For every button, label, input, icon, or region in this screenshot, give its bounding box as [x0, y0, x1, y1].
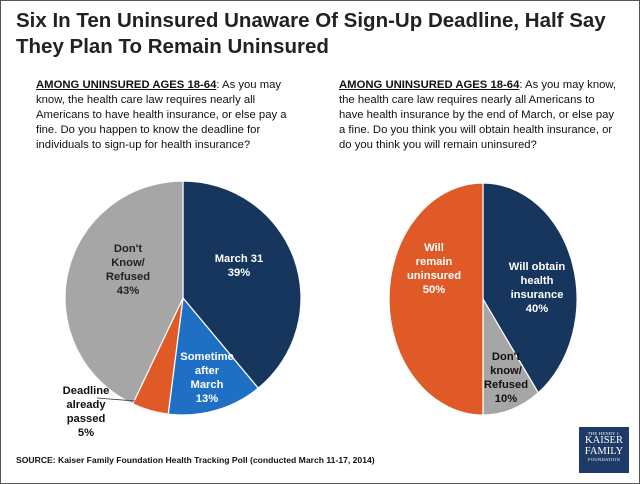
- chart-title: Six In Ten Uninsured Unaware Of Sign-Up …: [16, 8, 626, 60]
- pie2-label-1-line-1: Will obtain: [509, 261, 566, 273]
- pie1-label-1-line-1: March 31: [215, 253, 264, 265]
- left-question-text: : As you may know, the health care law r…: [36, 79, 287, 151]
- pie1-label-4: Don't Know/Refused 43%: [106, 243, 150, 297]
- pie2-label-2-line-2: know/: [490, 365, 522, 377]
- pie2-label-3-line-3: uninsured: [407, 270, 461, 282]
- pie1-slice-4: [64, 180, 184, 405]
- pie1-label-1: March 31 39%: [215, 253, 264, 279]
- logo-line-2a: KAISER: [585, 435, 623, 446]
- pie1-label-2-line-3: March: [191, 379, 224, 391]
- pie1-label-4-line-3: Refused: [106, 271, 150, 283]
- pie2-label-2: Don't know/Refused 10%: [484, 351, 528, 405]
- pie2-label-1-line-2: health: [521, 275, 554, 287]
- pie1-label-4-line-1: Don't: [114, 243, 142, 255]
- pie1-label-3-line-3: passed: [67, 413, 106, 425]
- title-line-2: They Plan To Remain Uninsured: [16, 35, 329, 58]
- right-question-text: : As you may know, the health care law r…: [339, 79, 617, 151]
- pie2-label-2-line-3: Refused: [484, 379, 528, 391]
- logo-line-3: FOUNDATION: [588, 457, 620, 462]
- logo-line-1: THE HENRY J.: [587, 431, 621, 436]
- pie1-label-3: Deadline already passed 5%: [63, 385, 110, 439]
- pie1-label-4-line-2: Know/: [111, 257, 145, 269]
- pie1-label-3-line-2: already: [66, 399, 106, 411]
- left-question-lead: AMONG UNINSURED AGES 18-64: [36, 79, 217, 91]
- left-question: AMONG UNINSURED AGES 18-64: As you may k…: [36, 78, 306, 153]
- pie2-label-2-line-4: 10%: [495, 393, 517, 405]
- pie2-slice-3: [388, 182, 484, 416]
- kff-logo: THE HENRY J. KAISER FAMILY FOUNDATION: [579, 427, 629, 473]
- pie2-label-3-line-4: 50%: [423, 284, 445, 296]
- pie1-leader-3: [96, 397, 136, 402]
- logo-line-2b: FAMILY: [584, 445, 624, 457]
- pie1-label-3-line-1: Deadline: [63, 385, 110, 397]
- pie2-label-1-line-4: 40%: [526, 303, 548, 315]
- pie2-label-3: Will remain uninsured 50%: [407, 242, 461, 296]
- source-note: SOURCE: Kaiser Family Foundation Health …: [16, 455, 375, 465]
- pie1-label-4-line-4: 43%: [117, 285, 139, 297]
- pie2-label-1: Will obtain health insurance 40%: [509, 261, 566, 315]
- pie1-label-2-line-1: Sometime: [180, 351, 233, 363]
- pie1-label-3-line-4: 5%: [78, 427, 94, 439]
- pie1-slice-1: [182, 180, 302, 389]
- pie1-label-2-line-4: 13%: [196, 393, 218, 405]
- pie1-slice-2: [167, 296, 260, 416]
- pie2-label-3-line-1: Will: [424, 242, 444, 254]
- right-question: AMONG UNINSURED AGES 18-64: As you may k…: [339, 78, 619, 153]
- pie1-label-2-line-2: after: [195, 365, 220, 377]
- pie2-slice-1: [482, 182, 578, 394]
- right-question-lead: AMONG UNINSURED AGES 18-64: [339, 79, 520, 91]
- pie2-label-3-line-2: remain: [416, 256, 453, 268]
- pie2-slice-2: [482, 296, 540, 416]
- title-line-1: Six In Ten Uninsured Unaware Of Sign-Up …: [16, 9, 606, 32]
- pie2-label-2-line-1: Don't: [492, 351, 520, 363]
- pie1-label-1-line-2: 39%: [228, 267, 250, 279]
- pie2-label-1-line-3: insurance: [511, 289, 564, 301]
- pie1-label-2: Sometime after March 13%: [180, 351, 233, 405]
